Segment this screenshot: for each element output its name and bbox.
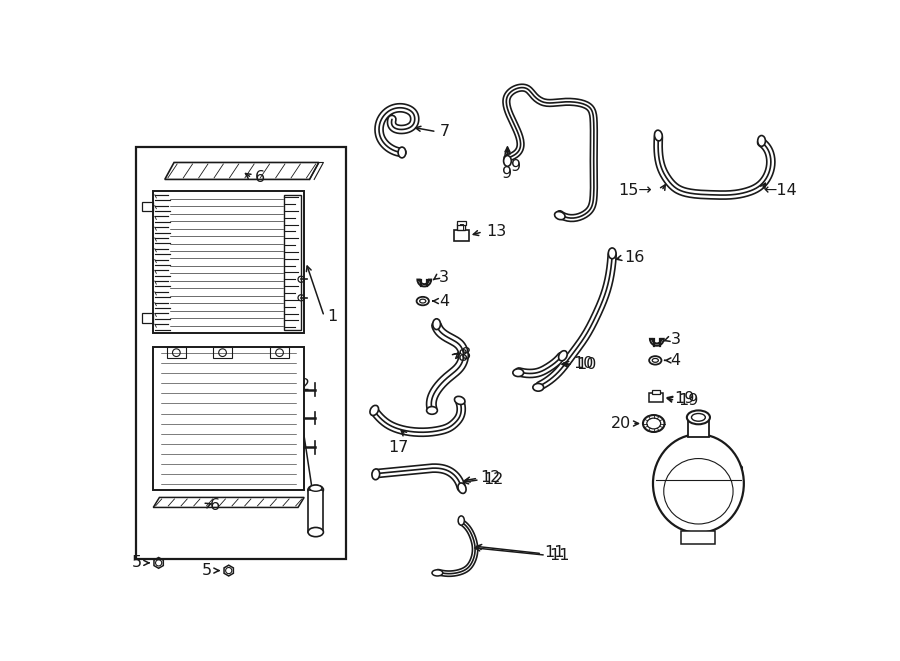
Text: 11: 11 — [549, 548, 570, 563]
Ellipse shape — [308, 527, 323, 537]
Text: 18: 18 — [719, 462, 740, 477]
Ellipse shape — [310, 485, 322, 491]
Ellipse shape — [758, 136, 765, 146]
Text: 19: 19 — [679, 393, 698, 408]
Bar — [270, 347, 289, 358]
Ellipse shape — [687, 410, 710, 424]
Text: 18: 18 — [724, 465, 745, 479]
Text: 9: 9 — [510, 159, 521, 174]
Text: 12: 12 — [481, 470, 501, 485]
Ellipse shape — [433, 319, 440, 330]
Bar — [649, 393, 663, 402]
Ellipse shape — [458, 483, 466, 493]
Text: 9: 9 — [502, 165, 512, 180]
Ellipse shape — [427, 407, 437, 414]
Bar — [681, 531, 716, 543]
Ellipse shape — [649, 356, 662, 365]
Ellipse shape — [398, 147, 406, 158]
Text: 5: 5 — [202, 563, 211, 578]
Ellipse shape — [308, 485, 323, 494]
Text: 4: 4 — [670, 353, 680, 368]
Ellipse shape — [454, 397, 465, 405]
Text: 3: 3 — [439, 270, 449, 286]
Ellipse shape — [370, 405, 379, 416]
Text: 19: 19 — [674, 391, 695, 406]
Text: 7: 7 — [440, 124, 450, 139]
Ellipse shape — [372, 469, 380, 480]
Text: 6: 6 — [255, 171, 265, 185]
Bar — [142, 202, 153, 211]
Bar — [688, 420, 709, 438]
Bar — [308, 490, 323, 532]
Text: 17: 17 — [388, 440, 409, 455]
Ellipse shape — [653, 434, 743, 533]
Ellipse shape — [417, 297, 429, 305]
Ellipse shape — [608, 248, 616, 258]
Ellipse shape — [504, 155, 511, 167]
Text: 6: 6 — [211, 498, 220, 513]
Text: 10: 10 — [576, 357, 597, 371]
Text: 13: 13 — [486, 224, 506, 239]
Text: 1: 1 — [328, 309, 338, 324]
Bar — [457, 224, 465, 230]
Bar — [454, 230, 469, 241]
Text: 12: 12 — [482, 472, 503, 487]
Text: ←14: ←14 — [763, 184, 796, 198]
Text: 16: 16 — [625, 251, 645, 266]
Text: 20: 20 — [610, 416, 631, 431]
Text: 8: 8 — [458, 349, 468, 364]
Ellipse shape — [513, 369, 524, 377]
Bar — [213, 347, 232, 358]
Text: 3: 3 — [670, 332, 680, 347]
Ellipse shape — [554, 212, 565, 219]
Bar — [284, 195, 302, 330]
Text: 5: 5 — [131, 555, 141, 570]
Ellipse shape — [432, 570, 443, 576]
Ellipse shape — [559, 351, 567, 361]
Bar — [456, 221, 466, 225]
Bar — [167, 347, 185, 358]
Text: 4: 4 — [439, 293, 449, 309]
Ellipse shape — [458, 516, 464, 525]
Text: 15→: 15→ — [618, 184, 652, 198]
Bar — [136, 147, 346, 559]
Bar — [652, 391, 660, 394]
Text: 11: 11 — [544, 545, 565, 561]
Text: 10: 10 — [573, 356, 593, 371]
Bar — [153, 347, 304, 490]
Ellipse shape — [643, 415, 664, 432]
Text: 8: 8 — [461, 348, 471, 362]
Ellipse shape — [654, 130, 662, 141]
Text: 2: 2 — [300, 378, 310, 393]
Bar — [142, 313, 153, 323]
Bar — [153, 191, 304, 333]
Ellipse shape — [533, 383, 544, 391]
